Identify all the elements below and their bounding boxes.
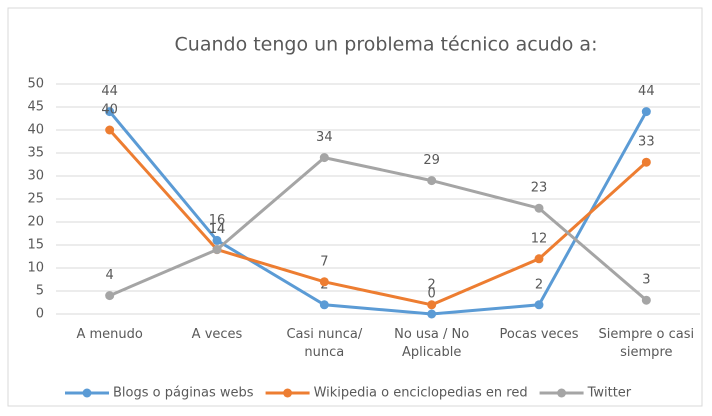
y-tick-label: 40 <box>27 123 44 138</box>
legend-label: Twitter <box>587 386 632 401</box>
point <box>105 107 115 117</box>
point <box>105 125 115 135</box>
data-label: 14 <box>209 222 226 237</box>
point <box>212 235 222 245</box>
point <box>105 291 115 301</box>
legend-label: Blogs o páginas webs <box>113 386 254 401</box>
y-tick-label: 45 <box>27 100 44 115</box>
point <box>319 277 329 287</box>
point <box>641 107 651 117</box>
y-tick-label: 15 <box>27 238 44 253</box>
x-tick-label: A veces <box>191 327 243 342</box>
point <box>534 254 544 264</box>
x-tick-label: Casi nunca/ nunca <box>286 327 363 360</box>
y-tick-label: 50 <box>27 77 44 92</box>
legend-marker <box>283 388 293 398</box>
point <box>319 300 329 310</box>
x-tick-label: Pocas veces <box>499 327 579 342</box>
series-line <box>109 155 648 302</box>
data-label: 44 <box>638 84 655 99</box>
data-label: 16 <box>209 213 226 228</box>
chart-title: Cuando tengo un problema técnico acudo a… <box>175 34 598 56</box>
point <box>534 300 544 310</box>
x-tick-label: Siempre o casi siempre <box>598 327 695 360</box>
point <box>427 176 437 186</box>
y-tick-label: 35 <box>27 146 44 161</box>
data-label: 23 <box>531 181 548 196</box>
y-tick-label: 20 <box>27 215 44 230</box>
data-label: 29 <box>423 153 440 168</box>
y-tick-label: 5 <box>36 284 44 299</box>
y-tick-label: 10 <box>27 261 44 276</box>
data-label: 34 <box>316 130 333 145</box>
point <box>427 300 437 310</box>
data-label: 2 <box>428 277 436 292</box>
legend-marker <box>557 388 567 398</box>
data-label: 44 <box>101 84 118 99</box>
frame <box>7 7 703 407</box>
legend-label: Wikipedia o enciclopedias en red <box>314 386 528 401</box>
point <box>212 245 222 255</box>
y-tick-label: 30 <box>27 169 44 184</box>
point <box>319 153 329 163</box>
point <box>427 309 437 319</box>
y-tick-label: 25 <box>27 192 44 207</box>
series-line <box>108 128 648 307</box>
data-label: 2 <box>535 277 543 292</box>
data-label: 33 <box>638 135 655 150</box>
data-label: 12 <box>531 231 548 246</box>
data-label: 7 <box>320 254 328 269</box>
legend-marker <box>82 388 92 398</box>
data-label: 14 <box>209 222 226 237</box>
data-label: 40 <box>101 103 118 118</box>
data-label: 3 <box>642 273 650 288</box>
data-label: 4 <box>106 268 114 283</box>
point <box>534 203 544 213</box>
x-tick-label: No usa / No Aplicable <box>394 327 470 360</box>
point <box>641 157 651 167</box>
y-tick-label: 0 <box>36 307 44 322</box>
x-tick-label: A menudo <box>76 327 143 342</box>
series-line <box>108 110 648 316</box>
data-label: 0 <box>428 287 436 302</box>
point <box>641 295 651 305</box>
